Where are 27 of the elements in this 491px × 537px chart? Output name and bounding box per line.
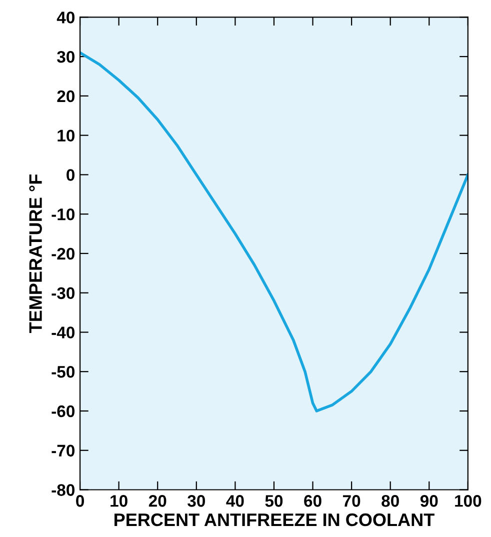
y-axis-title: TEMPERATURE °F — [29, 174, 42, 333]
y-tick-label: 10 — [58, 130, 74, 142]
y-tick-label: -30 — [52, 287, 74, 300]
y-tick-label: 0 — [66, 169, 74, 181]
x-tick-label: 60 — [304, 495, 322, 507]
y-tick-label: -40 — [52, 326, 74, 338]
y-tick-label: -50 — [52, 366, 74, 378]
x-tick-label: 40 — [226, 495, 244, 507]
y-tick-label: 20 — [57, 90, 74, 102]
x-tick-label: 30 — [188, 495, 205, 507]
x-tick-label: 100 — [455, 495, 482, 507]
x-tick-label: 10 — [110, 495, 128, 507]
y-tick-label: 30 — [57, 50, 74, 63]
y-tick-label: -80 — [52, 484, 74, 496]
x-tick-label: 0 — [76, 495, 84, 507]
y-tick-label: 40 — [56, 12, 74, 24]
x-tick-label: 50 — [265, 495, 283, 507]
y-tick-label: -10 — [52, 208, 74, 220]
x-tick-label: 20 — [148, 495, 166, 507]
line-series — [80, 51, 468, 412]
x-tick-label: 90 — [420, 495, 438, 507]
y-tick-label: -60 — [52, 405, 74, 418]
x-axis-title: PERCENT ANTIFREEZE IN COOLANT — [114, 513, 434, 526]
y-tick-label: -20 — [52, 248, 74, 260]
x-tick-label: 80 — [382, 495, 399, 507]
y-tick-label: -70 — [52, 444, 74, 457]
x-tick-label: 70 — [343, 495, 360, 507]
